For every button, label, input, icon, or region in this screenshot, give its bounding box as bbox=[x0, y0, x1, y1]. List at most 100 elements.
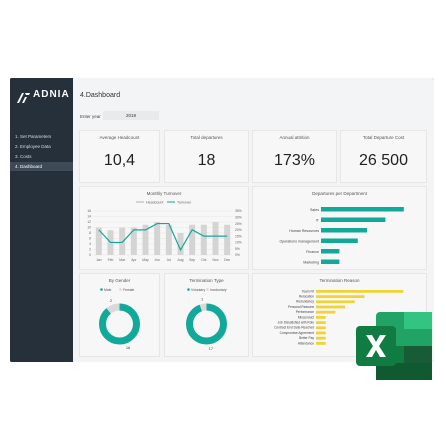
department-bar bbox=[316, 342, 326, 345]
slice-label: 2 bbox=[110, 298, 113, 303]
department-bar bbox=[316, 305, 346, 309]
chart-title: Monthly Turnover bbox=[146, 191, 182, 196]
department-bar bbox=[316, 290, 404, 293]
legend-dot bbox=[187, 288, 190, 291]
y-tick-label: 4 bbox=[89, 242, 91, 246]
kpi-label: Average Headcount bbox=[99, 135, 140, 140]
department-bar bbox=[316, 295, 365, 298]
termination-type-card: Termination Type Voluntary Involuntary 17 1 bbox=[164, 273, 249, 357]
department-bar bbox=[321, 228, 367, 233]
sidebar: ADNIA 1. Set Parameters 2. Employee Data… bbox=[10, 78, 73, 362]
legend-swatch-turnover bbox=[167, 201, 175, 203]
kpi-value: 173% bbox=[274, 152, 315, 169]
kpi-card-annual-attrition: Annual attrition 173% bbox=[252, 130, 337, 183]
headcount-bar bbox=[224, 224, 231, 255]
kpi-card-total-departures: Total departures 18 bbox=[164, 130, 249, 183]
category-label: Attendance bbox=[298, 341, 314, 345]
x-tick-label: Feb bbox=[108, 258, 114, 262]
kpi-value: 26 500 bbox=[359, 152, 408, 169]
category-label: Team Fit bbox=[302, 289, 314, 293]
year-label: Enter year bbox=[80, 114, 101, 119]
adnia-logo-icon bbox=[17, 90, 30, 103]
donut-slice bbox=[99, 303, 140, 345]
y2-tick-label: 15% bbox=[235, 234, 242, 238]
departures-per-department-card: Departures per Department Sales IT Human R… bbox=[252, 186, 427, 270]
x-tick-label: Mar bbox=[119, 258, 126, 262]
donut-slice bbox=[99, 303, 140, 345]
legend-label-turnover: Turnover bbox=[177, 201, 192, 205]
department-bar bbox=[316, 326, 326, 330]
sidebar-item-employee-data[interactable]: 2. Employee Data bbox=[15, 144, 51, 149]
y-tick-label: 14 bbox=[87, 215, 91, 219]
departures-per-department-chart: Sales IT Human Resources Operations managem… bbox=[279, 207, 404, 265]
headcount-bar bbox=[200, 224, 207, 255]
headcount-bar bbox=[130, 227, 137, 255]
headcount-bar bbox=[154, 222, 161, 255]
legend-label: Involuntary bbox=[210, 288, 227, 292]
sidebar-nav: 1. Set Parameters 2. Employee Data 3. Co… bbox=[10, 132, 73, 172]
x-tick-label: Oct bbox=[201, 258, 206, 262]
chart-title: Departures per Department bbox=[312, 191, 367, 196]
legend-label: Male bbox=[104, 288, 111, 292]
category-label: Human Resources bbox=[289, 229, 319, 233]
kpi-card-total-departure-cost: Total Departure Cost 26 500 bbox=[340, 130, 427, 183]
legend-label-headcount: Headcount bbox=[146, 201, 163, 205]
termination-type-chart: Voluntary Involuntary 17 1 bbox=[186, 288, 227, 351]
x-tick-label: Nov bbox=[212, 258, 218, 262]
category-label: Contract End Date Reached bbox=[274, 326, 314, 330]
x-tick-label: Jan bbox=[96, 258, 102, 262]
y2-tick-label: 25% bbox=[235, 222, 242, 226]
y-tick-label: 12 bbox=[87, 220, 91, 224]
legend-swatch-headcount bbox=[136, 201, 144, 203]
x-tick-label: Aug bbox=[177, 258, 183, 262]
department-bar bbox=[316, 336, 326, 340]
slice-label: 17 bbox=[209, 346, 214, 351]
x-tick-label: Sep bbox=[189, 258, 195, 262]
headcount-bar bbox=[119, 227, 126, 255]
department-bar bbox=[321, 238, 358, 243]
sidebar-item-dashboard[interactable]: 4. Dashboard bbox=[10, 162, 73, 171]
category-label: Performance bbox=[296, 310, 314, 314]
legend-label: Female bbox=[123, 288, 134, 292]
department-bar bbox=[316, 316, 326, 319]
department-bar bbox=[316, 331, 326, 335]
category-label: IT bbox=[316, 219, 320, 223]
sidebar-item-costs[interactable]: 3. Costs bbox=[15, 154, 32, 159]
year-input[interactable]: 2019 bbox=[103, 111, 159, 120]
sidebar-item-set-parameters[interactable]: 1. Set Parameters bbox=[15, 134, 52, 139]
monthly-turnover-card: Monthly Turnover Headcount Turnover 0 2 4 6 8 1… bbox=[79, 186, 249, 270]
x-tick-label: Jul bbox=[167, 258, 172, 262]
x-tick-label: May bbox=[142, 258, 149, 262]
by-gender-card: By Gender Male Female 16 2 bbox=[79, 273, 160, 357]
y-tick-label: 8 bbox=[89, 231, 91, 235]
category-label: Compromise Agreement bbox=[280, 331, 314, 335]
department-bar bbox=[321, 217, 386, 222]
category-label: Better Pay bbox=[299, 336, 314, 340]
department-bar bbox=[321, 207, 404, 212]
kpi-card-average-headcount: Average Headcount 10,4 bbox=[79, 130, 160, 183]
headcount-bar bbox=[142, 224, 149, 255]
headcount-bar bbox=[95, 227, 102, 255]
department-bar bbox=[321, 259, 340, 264]
category-label: Finance bbox=[306, 250, 319, 254]
y2-tick-label: 5% bbox=[235, 247, 240, 251]
y-tick-label: 2 bbox=[89, 248, 91, 252]
kpi-label: Total departures bbox=[190, 135, 223, 140]
kpi-value: 18 bbox=[197, 152, 216, 169]
y-tick-label: 10 bbox=[87, 226, 91, 230]
category-label: Relocation bbox=[299, 295, 314, 299]
department-bar bbox=[321, 249, 340, 254]
legend-dot bbox=[119, 288, 122, 291]
department-bar bbox=[316, 300, 355, 304]
donut-slice bbox=[186, 303, 227, 345]
kpi-value: 10,4 bbox=[103, 152, 136, 169]
slice-label: 1 bbox=[201, 297, 204, 302]
headcount-bar bbox=[177, 233, 184, 255]
y2-tick-label: 0% bbox=[235, 253, 240, 257]
headcount-bar bbox=[189, 224, 196, 255]
category-label: Misconduct bbox=[298, 315, 314, 319]
kpi-label: Annual attrition bbox=[279, 135, 310, 140]
by-gender-chart: Male Female 16 2 bbox=[99, 288, 140, 350]
y2-tick-label: 35% bbox=[235, 209, 242, 213]
